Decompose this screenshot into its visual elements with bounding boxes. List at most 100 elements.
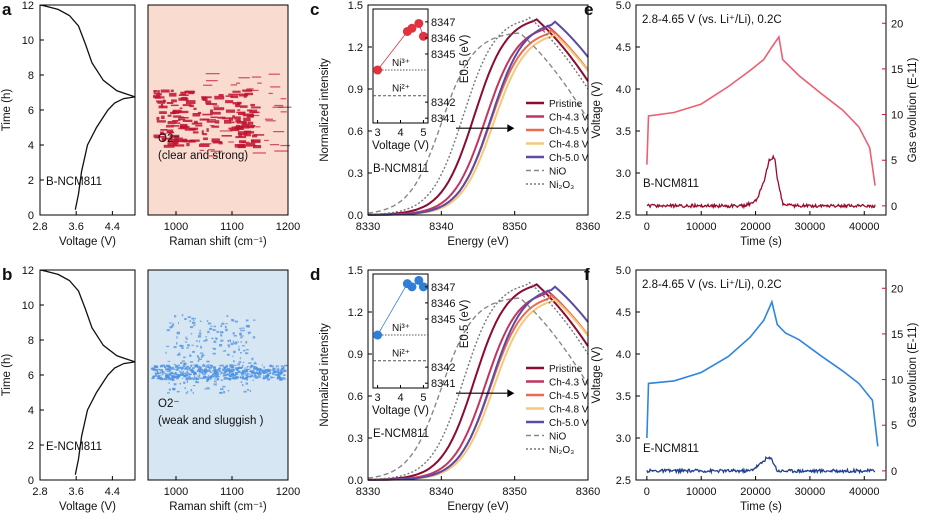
raman-spot bbox=[156, 93, 162, 96]
raman-spot bbox=[214, 95, 225, 100]
raman-spot bbox=[210, 375, 213, 378]
raman-spot bbox=[198, 340, 200, 343]
y2-tick-label: 0 bbox=[891, 466, 897, 478]
raman-spot bbox=[212, 105, 220, 107]
panel-label: b bbox=[2, 265, 12, 284]
raman-spot bbox=[280, 144, 291, 147]
raman-spot bbox=[184, 387, 186, 389]
raman-spot bbox=[238, 112, 246, 116]
raman-spot bbox=[280, 368, 284, 371]
raman-spot bbox=[253, 134, 265, 136]
raman-spot bbox=[194, 372, 196, 374]
x-tick-label: 10000 bbox=[686, 221, 717, 233]
raman-spot bbox=[242, 335, 244, 337]
raman-spot bbox=[189, 139, 200, 142]
raman-spot bbox=[213, 325, 216, 328]
y-tick-label: 2.5 bbox=[616, 210, 631, 222]
raman-spot bbox=[176, 354, 181, 356]
raman-spot bbox=[173, 383, 177, 386]
raman-spot bbox=[200, 143, 212, 145]
raman-spot bbox=[282, 377, 285, 380]
raman-spot bbox=[213, 383, 215, 386]
raman-spot bbox=[245, 382, 248, 385]
gas-evolution-curve bbox=[646, 455, 876, 475]
raman-spot bbox=[202, 113, 213, 116]
raman-spot bbox=[218, 375, 220, 378]
raman-spot bbox=[189, 104, 194, 108]
raman-spot bbox=[183, 362, 187, 365]
raman-spot bbox=[238, 366, 242, 369]
raman-spot bbox=[199, 352, 204, 354]
y-tick-label: 0 bbox=[28, 475, 34, 487]
raman-spot bbox=[169, 326, 172, 329]
raman-spot bbox=[234, 376, 237, 378]
raman-spot bbox=[191, 371, 195, 373]
raman-spot bbox=[190, 368, 193, 371]
raman-spot bbox=[181, 96, 188, 101]
raman-spot bbox=[239, 333, 242, 336]
raman-spot bbox=[228, 339, 231, 341]
raman-spot bbox=[225, 323, 228, 325]
raman-spot bbox=[253, 370, 255, 373]
raman-spot bbox=[241, 364, 244, 367]
raman-spot bbox=[200, 347, 203, 349]
raman-spot bbox=[197, 375, 201, 377]
raman-spot bbox=[187, 376, 190, 379]
raman-spot bbox=[222, 369, 225, 371]
raman-spot bbox=[193, 319, 195, 321]
raman-spot bbox=[262, 369, 264, 371]
y-axis-label: Time (h) bbox=[1, 354, 13, 397]
raman-spot bbox=[153, 365, 156, 368]
raman-spot bbox=[187, 316, 191, 318]
raman-spot bbox=[250, 365, 252, 367]
raman-spot bbox=[220, 388, 222, 390]
raman-spot bbox=[205, 100, 212, 104]
raman-spot bbox=[232, 355, 234, 357]
raman-spot bbox=[190, 389, 193, 392]
inset-x-tick-label: 4 bbox=[397, 392, 403, 404]
raman-spot bbox=[249, 109, 258, 114]
raman-spot bbox=[209, 364, 213, 367]
raman-spot bbox=[240, 373, 244, 376]
raman-spot bbox=[242, 378, 245, 380]
raman-spot bbox=[167, 365, 169, 368]
raman-spot bbox=[195, 345, 199, 347]
raman-spot bbox=[198, 376, 201, 379]
raman-spot bbox=[234, 374, 239, 376]
raman-spot bbox=[273, 371, 276, 374]
gas-evolution-curve bbox=[646, 153, 876, 210]
y-tick-label: 4.0 bbox=[616, 84, 631, 96]
raman-spot bbox=[248, 332, 250, 335]
raman-spot bbox=[162, 378, 164, 381]
raman-spot bbox=[197, 356, 200, 359]
raman-spot bbox=[263, 366, 265, 369]
raman-spot bbox=[215, 383, 217, 386]
raman-spot bbox=[270, 377, 273, 379]
sample-label: B-NCM811 bbox=[643, 178, 699, 190]
raman-spot bbox=[214, 374, 216, 377]
raman-spot bbox=[155, 374, 157, 377]
raman-spot bbox=[227, 389, 230, 392]
raman-spot bbox=[255, 371, 258, 374]
raman-spot bbox=[230, 373, 233, 376]
raman-spot bbox=[176, 336, 178, 339]
y-tick-label: 8 bbox=[28, 70, 34, 82]
raman-spot bbox=[204, 388, 206, 390]
raman-spot bbox=[168, 388, 171, 391]
raman-spot bbox=[219, 344, 223, 347]
raman-spot bbox=[180, 373, 184, 376]
raman-spot bbox=[247, 365, 249, 367]
y-tick-label: 10 bbox=[22, 35, 34, 47]
raman-spot bbox=[218, 94, 224, 97]
y-axis-label: Voltage (V) bbox=[591, 346, 603, 403]
raman-spot bbox=[212, 370, 215, 372]
raman-spot bbox=[161, 137, 173, 140]
y-tick-label: 5.0 bbox=[616, 265, 631, 277]
x-axis-label: Energy (eV) bbox=[447, 501, 509, 513]
y-tick-label: 3.5 bbox=[616, 391, 631, 403]
raman-spot bbox=[255, 367, 258, 370]
raman-spot bbox=[206, 320, 209, 322]
raman-spot bbox=[188, 375, 191, 378]
raman-spot bbox=[168, 322, 172, 324]
raman-spot bbox=[268, 372, 271, 375]
